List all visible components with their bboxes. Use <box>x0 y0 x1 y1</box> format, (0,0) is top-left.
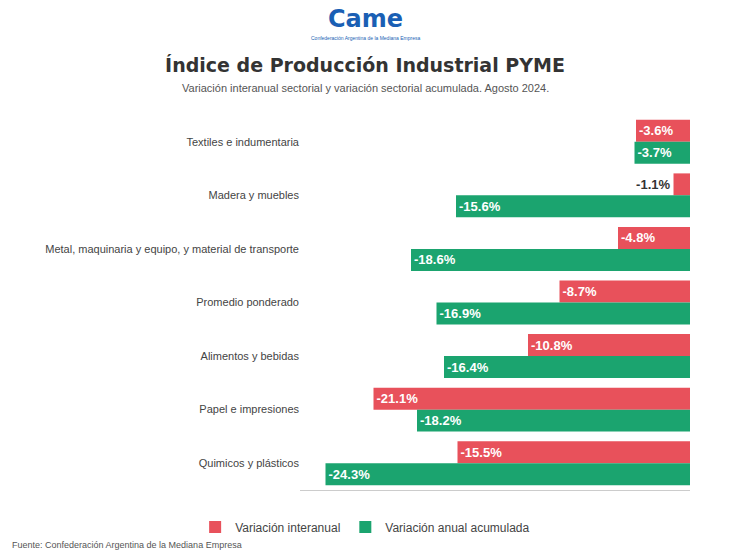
svg-text:-8.7%: -8.7% <box>563 284 597 299</box>
svg-text:-24.3%: -24.3% <box>329 467 371 482</box>
svg-text:Variación interanual: Variación interanual <box>235 521 340 535</box>
svg-text:-16.9%: -16.9% <box>440 306 482 321</box>
svg-text:Índice de Producción Industria: Índice de Producción Industrial PYME <box>165 54 565 76</box>
svg-text:Came: Came <box>328 5 403 33</box>
svg-text:Textiles e indumentaria: Textiles e indumentaria <box>186 136 299 148</box>
svg-text:-3.7%: -3.7% <box>638 145 672 160</box>
svg-text:-18.6%: -18.6% <box>414 252 456 267</box>
svg-text:-21.1%: -21.1% <box>377 391 419 406</box>
svg-text:Metal, maquinaria y equipo, y: Metal, maquinaria y equipo, y material d… <box>45 243 299 255</box>
svg-text:-15.5%: -15.5% <box>461 445 503 460</box>
svg-text:-3.6%: -3.6% <box>639 123 673 138</box>
svg-text:-1.1%: -1.1% <box>636 177 670 192</box>
svg-text:Papel e impresiones: Papel e impresiones <box>199 403 299 415</box>
svg-text:-4.8%: -4.8% <box>621 230 655 245</box>
svg-text:Variación anual acumulada: Variación anual acumulada <box>385 521 529 535</box>
svg-text:Variación interanual sectorial: Variación interanual sectorial y variaci… <box>182 82 549 94</box>
svg-text:Promedio ponderado: Promedio ponderado <box>196 296 299 308</box>
svg-text:Confederación Argentina de la: Confederación Argentina de la Mediana Em… <box>311 35 420 41</box>
svg-text:Madera y muebles: Madera y muebles <box>209 189 300 201</box>
svg-text:Fuente: Confederación Argentin: Fuente: Confederación Argentina de la Me… <box>12 540 242 550</box>
svg-text:Quimicos y plásticos: Quimicos y plásticos <box>199 457 300 469</box>
svg-text:-15.6%: -15.6% <box>459 199 501 214</box>
svg-text:-16.4%: -16.4% <box>447 360 489 375</box>
svg-text:-10.8%: -10.8% <box>531 338 573 353</box>
svg-text:Alimentos y bebidas: Alimentos y bebidas <box>201 350 300 362</box>
svg-text:-18.2%: -18.2% <box>420 413 462 428</box>
